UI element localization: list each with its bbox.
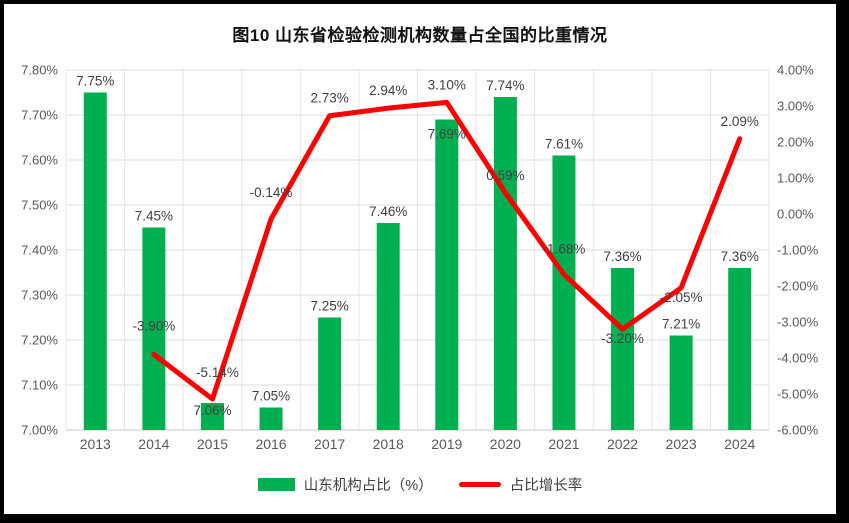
line-data-label: 2.73% <box>310 91 348 106</box>
bar <box>552 155 576 430</box>
bar <box>435 119 459 430</box>
right-axis-tick-label: -1.00% <box>777 243 819 258</box>
bar <box>318 317 342 430</box>
bar-data-label: 7.25% <box>310 299 348 314</box>
right-axis-tick-label: -6.00% <box>777 423 819 438</box>
right-axis-tick-label: 1.00% <box>777 171 814 186</box>
line-data-label: -0.14% <box>250 185 293 200</box>
bar-data-label: 7.74% <box>486 78 524 93</box>
x-axis-category-label: 2015 <box>197 436 228 452</box>
line-data-label: 0.59% <box>486 168 524 183</box>
bar-data-label: 7.61% <box>545 137 583 152</box>
bar-data-label: 7.05% <box>252 389 290 404</box>
bar <box>83 92 107 430</box>
line-data-label: 3.10% <box>428 77 466 92</box>
bar-data-label: 7.46% <box>369 204 407 219</box>
left-axis-tick-label: 7.80% <box>21 63 58 78</box>
x-axis-category-label: 2020 <box>490 436 521 452</box>
line-data-label: -1.68% <box>543 241 586 256</box>
line-data-label: 2.09% <box>721 114 759 129</box>
line-series <box>151 99 743 402</box>
x-axis-category-label: 2013 <box>80 436 111 452</box>
bar-data-label: 7.75% <box>76 74 114 89</box>
line-data-label: 2.94% <box>369 83 407 98</box>
bar-data-label: 7.06% <box>193 403 231 418</box>
left-axis-tick-label: 7.30% <box>21 288 58 303</box>
left-axis-tick-label: 7.50% <box>21 198 58 213</box>
bar <box>200 403 224 430</box>
x-axis-category-label: 2017 <box>314 436 345 452</box>
bar-data-label: 7.21% <box>662 317 700 332</box>
bar <box>259 407 283 430</box>
bar-data-label: 7.36% <box>721 249 759 264</box>
x-axis-category-label: 2023 <box>666 436 697 452</box>
left-axis-tick-label: 7.10% <box>21 378 58 393</box>
chart-canvas: 图10 山东省检验检测机构数量占全国的比重情况 7.80% 7.70% 7.60% 7… <box>4 4 836 514</box>
right-axis-tick-label: -5.00% <box>777 387 819 402</box>
line-data-label: -2.05% <box>660 290 703 305</box>
right-axis-tick-label: -4.00% <box>777 351 819 366</box>
legend: 山东机构占比（%） 占比增长率 <box>4 474 836 495</box>
right-axis-tick-label: 4.00% <box>777 63 814 78</box>
line-data-label: -3.20% <box>601 331 644 346</box>
bar <box>142 227 166 430</box>
right-axis-tick-label: 0.00% <box>777 207 814 222</box>
left-axis-tick-label: 7.70% <box>21 108 58 123</box>
right-axis-tick-label: 3.00% <box>777 99 814 114</box>
legend-label-line-series: 占比增长率 <box>509 478 583 494</box>
bar-series-swatch <box>257 478 295 491</box>
x-axis-category-label: 2019 <box>431 436 462 452</box>
bar <box>669 335 693 430</box>
bar <box>728 268 752 430</box>
left-axis-tick-label: 7.00% <box>21 423 58 438</box>
chart-title: 图10 山东省检验检测机构数量占全国的比重情况 <box>232 26 608 45</box>
left-axis-tick-label: 7.60% <box>21 153 58 168</box>
x-axis-category-label: 2021 <box>548 436 579 452</box>
bar <box>493 97 517 430</box>
right-axis-tick-label: -2.00% <box>777 279 819 294</box>
bar-data-label: 7.69% <box>428 127 466 142</box>
x-axis-category-label: 2022 <box>607 436 638 452</box>
bar-data-label: 7.45% <box>135 209 173 224</box>
bar <box>376 223 400 430</box>
legend-item-bar-series: 山东机构占比（%） <box>257 474 433 495</box>
right-axis-tick-label: 2.00% <box>777 135 814 150</box>
left-axis-tick-label: 7.40% <box>21 243 58 258</box>
left-axis-tick-label: 7.20% <box>21 333 58 348</box>
x-axis-category-label: 2016 <box>255 436 286 452</box>
legend-label-bar-series: 山东机构占比（%） <box>303 478 433 494</box>
x-axis-category-label: 2024 <box>724 436 755 452</box>
legend-item-line-series: 占比增长率 <box>458 474 583 495</box>
x-axis-category-label: 2018 <box>373 436 404 452</box>
line-series-swatch <box>458 482 501 487</box>
line-data-label: -5.14% <box>196 365 239 380</box>
bar-data-label: 7.36% <box>603 249 641 264</box>
x-axis-category-label: 2014 <box>138 436 169 452</box>
combo-chart: 7.80% 7.70% 7.60% 7.50% 7.40% 7.30% 7.20% 7.10%… <box>21 63 819 453</box>
bar <box>611 268 635 430</box>
line-data-label: -3.90% <box>132 318 175 333</box>
right-axis-tick-label: -3.00% <box>777 315 819 330</box>
